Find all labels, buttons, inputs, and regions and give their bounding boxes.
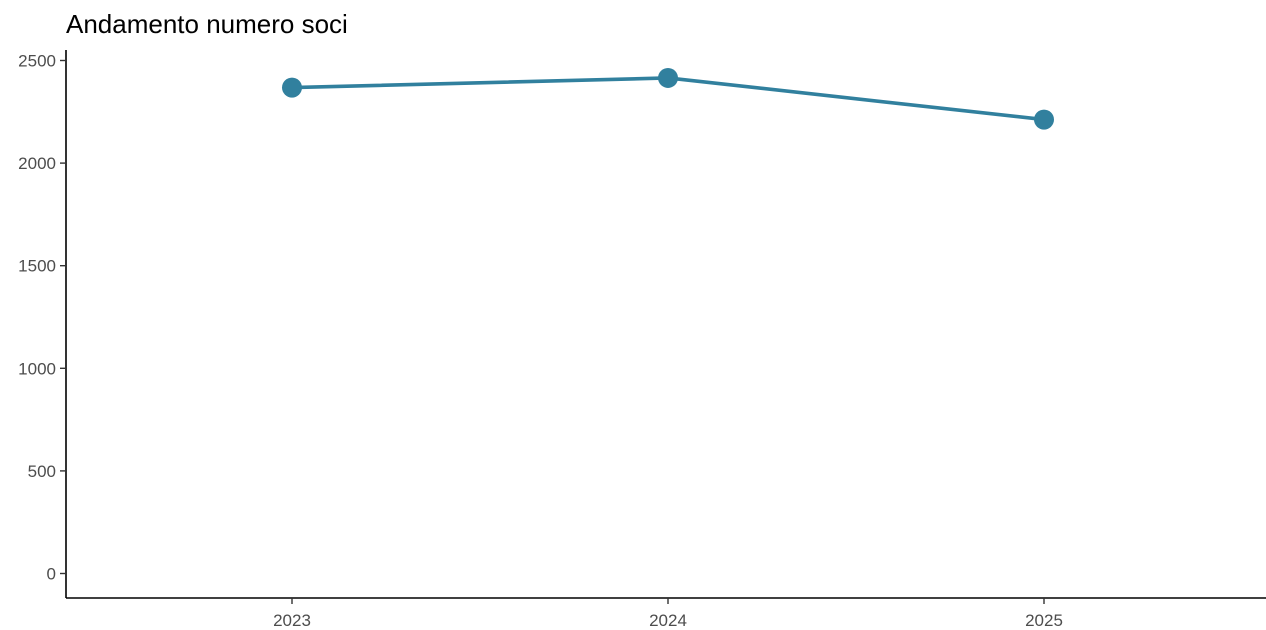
plot-area: 0 500 1000 1500 2000 2500 2023 2024 2025 — [18, 50, 1266, 630]
x-tick-label: 2024 — [649, 611, 687, 630]
x-tick-label: 2025 — [1025, 611, 1063, 630]
data-point — [658, 67, 678, 88]
chart-title: Andamento numero soci — [66, 9, 348, 39]
y-tick-label: 2000 — [18, 154, 56, 173]
y-tick-label: 500 — [28, 462, 56, 481]
y-tick-label: 0 — [47, 565, 56, 584]
y-tick-label: 2500 — [18, 52, 56, 71]
y-tick-label: 1000 — [18, 359, 56, 378]
data-point — [1034, 109, 1054, 130]
data-point — [282, 77, 302, 98]
x-tick-label: 2023 — [273, 611, 311, 630]
y-tick-label: 1500 — [18, 257, 56, 276]
